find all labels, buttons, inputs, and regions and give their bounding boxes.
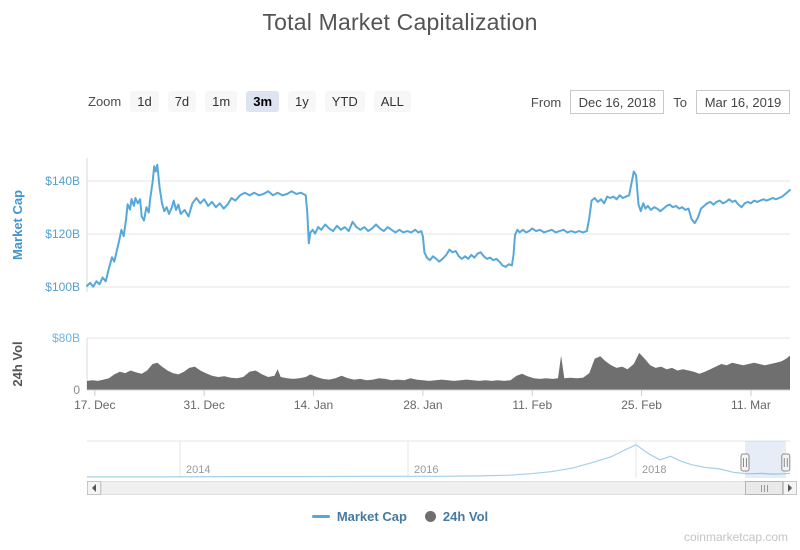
- from-date-input[interactable]: [570, 90, 665, 114]
- to-date-input[interactable]: [696, 90, 790, 114]
- left-arrow-icon: [88, 484, 96, 492]
- from-label: From: [530, 94, 562, 110]
- volume-tick-label: $80B: [52, 331, 80, 345]
- market-cap-axis-title: Market Cap: [10, 190, 25, 260]
- chart-legend: Market Cap 24h Vol: [0, 509, 800, 524]
- scrollbar-right-arrow-button[interactable]: [783, 481, 797, 495]
- to-label: To: [673, 94, 687, 110]
- x-axis-tick-label: 11. Feb: [512, 398, 552, 412]
- legend-item-market-cap[interactable]: Market Cap: [311, 509, 407, 524]
- y-axis-tick-label: $100B: [45, 280, 80, 294]
- legend-item-24h-vol[interactable]: 24h Vol: [424, 509, 489, 524]
- zoom-button-1d[interactable]: 1d: [130, 91, 159, 112]
- y-axis-tick-label: $140B: [45, 174, 80, 188]
- chart-scrollbar[interactable]: [87, 481, 797, 495]
- x-axis-tick-label: 28. Jan: [403, 398, 442, 412]
- x-axis-tick-label: 14. Jan: [294, 398, 333, 412]
- zoom-button-ytd[interactable]: YTD: [324, 91, 365, 112]
- x-axis-tick-label: 17. Dec: [74, 398, 115, 412]
- legend-label: 24h Vol: [442, 509, 489, 524]
- zoom-label: Zoom: [88, 94, 122, 109]
- volume-axis-title: 24h Vol: [10, 341, 25, 386]
- market-cap-line-series[interactable]: [86, 163, 791, 288]
- zoom-button-3m[interactable]: 3m: [246, 91, 280, 112]
- line-swatch-icon: [311, 515, 330, 518]
- navigator-year-label: 2014: [186, 464, 210, 476]
- volume-tick-label: 0: [73, 383, 80, 397]
- volume-area-series[interactable]: [87, 352, 790, 390]
- thumb-grip-icon: [763, 484, 765, 492]
- zoom-button-1m[interactable]: 1m: [205, 91, 238, 112]
- scrollbar-thumb[interactable]: [745, 481, 783, 495]
- zoom-button-7d[interactable]: 7d: [167, 91, 197, 112]
- x-axis-tick-label: 11. Mar: [731, 398, 771, 412]
- watermark: coinmarketcap.com: [683, 530, 788, 544]
- date-range-controls: From To: [531, 90, 790, 114]
- legend-label: Market Cap: [336, 509, 407, 524]
- navigator-year-label: 2018: [642, 464, 666, 476]
- navigator-series-line: [87, 444, 791, 478]
- scrollbar-left-arrow-button[interactable]: [87, 481, 101, 495]
- x-axis-tick-label: 31. Dec: [183, 398, 224, 412]
- scrollbar-track[interactable]: [101, 481, 783, 495]
- zoom-button-all[interactable]: ALL: [373, 91, 411, 112]
- zoom-button-1y[interactable]: 1y: [288, 91, 316, 112]
- navigator-right-handle[interactable]: [781, 453, 791, 472]
- dot-swatch-icon: [424, 511, 436, 522]
- y-axis-tick-label: $120B: [45, 227, 80, 241]
- thumb-grip-icon: [766, 484, 768, 492]
- navigator-selected-range[interactable]: [745, 441, 786, 478]
- right-arrow-icon: [788, 484, 796, 492]
- x-axis-tick-label: 25. Feb: [621, 398, 662, 412]
- zoom-range-toolbar: Zoom 1d 7d 1m 3m 1y YTD ALL: [88, 91, 411, 112]
- navigator-year-label: 2016: [414, 464, 438, 476]
- chart-plot-area[interactable]: $140B $120B $100B Market Cap $80B 0 24h Vol 17.…: [0, 140, 800, 481]
- page-title: Total Market Capitalization: [262, 9, 538, 35]
- thumb-grip-icon: [760, 484, 762, 492]
- navigator-left-handle[interactable]: [740, 453, 750, 472]
